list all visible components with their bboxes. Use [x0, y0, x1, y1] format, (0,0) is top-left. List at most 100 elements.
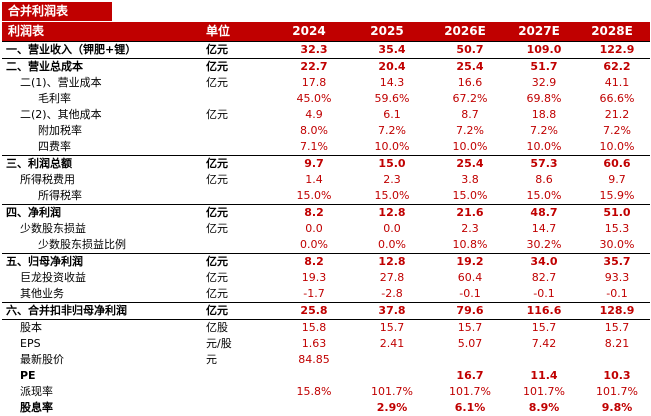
row-value: 2.3	[461, 222, 479, 235]
row-value: 21.2	[604, 108, 630, 121]
table-row: PE 16.7 11.4 10.3	[2, 368, 650, 384]
row-value: 11.4	[530, 369, 558, 382]
row-value: 30.2%	[526, 238, 562, 251]
row-value: 62.2	[574, 58, 650, 75]
row-unit: 亿元	[200, 204, 270, 221]
row-value: 59.6%	[374, 92, 410, 105]
row-value: 30.0%	[599, 238, 635, 251]
row-value: 16.7	[456, 369, 484, 382]
row-label: 五、归母净利润	[2, 253, 200, 270]
row-unit	[200, 188, 270, 205]
row-unit: 亿元	[200, 253, 270, 270]
row-value: 41.1	[604, 76, 630, 89]
row-unit: 亿元	[206, 271, 228, 284]
table-row: 二、营业总成本 亿元 22.7 20.4 25.4 51.7 62.2	[2, 58, 650, 75]
table-row: 少数股东损益 亿元 0.0 0.0 2.3 14.7 15.3	[2, 221, 650, 237]
row-value: 15.0	[348, 155, 426, 172]
table-row: 附加税率 8.0% 7.2% 7.2% 7.2% 7.2%	[2, 123, 650, 139]
row-value	[348, 352, 426, 368]
row-value: 16.6	[457, 76, 483, 89]
row-value: 37.8	[348, 302, 426, 320]
row-value: 101.7%	[371, 385, 413, 398]
row-value: 101.7%	[596, 385, 638, 398]
row-label: 附加税率	[38, 124, 82, 137]
row-value: 69.8%	[526, 92, 562, 105]
title-bar: 合并利润表	[0, 0, 651, 22]
row-value: 8.0%	[300, 124, 328, 137]
row-value: 15.0%	[452, 189, 488, 202]
row-value: 79.6	[426, 302, 504, 320]
row-value: 7.2%	[456, 124, 484, 137]
row-value: 8.7	[461, 108, 479, 121]
row-value: 17.8	[301, 76, 327, 89]
row-value: -0.1	[459, 287, 481, 300]
table-row: 其他业务 亿元 -1.7 -2.8 -0.1 -0.1 -0.1	[2, 286, 650, 303]
row-value: 8.2	[270, 253, 348, 270]
row-value: 10.0%	[452, 140, 488, 153]
row-value: 12.8	[348, 253, 426, 270]
row-value	[426, 352, 504, 368]
table-row: 少数股东损益比例 0.0% 0.0% 10.8% 30.2% 30.0%	[2, 237, 650, 254]
row-label: 派现率	[20, 385, 53, 398]
header-label: 利润表	[2, 22, 200, 42]
row-unit: 元/股	[206, 337, 232, 350]
row-value: 101.7%	[523, 385, 565, 398]
row-value: -0.1	[606, 287, 628, 300]
row-unit	[200, 139, 270, 156]
row-value: 25.4	[426, 155, 504, 172]
row-value: 15.7	[574, 319, 650, 336]
row-unit	[200, 368, 270, 384]
row-value: 32.3	[270, 41, 348, 59]
row-value: 0.0	[383, 222, 401, 235]
row-label: 二(1)、营业成本	[20, 76, 102, 89]
row-value: 15.8%	[296, 385, 332, 398]
row-value: 0.0%	[300, 238, 328, 251]
row-value: 25.4	[426, 58, 504, 75]
row-value: 14.3	[379, 76, 405, 89]
row-label: 六、合并扣非归母净利润	[2, 302, 200, 320]
row-value: 2.41	[379, 337, 405, 350]
row-label: 二、营业总成本	[2, 58, 200, 75]
row-value: 122.9	[574, 41, 650, 59]
row-value: 8.9%	[528, 401, 560, 414]
row-value: 8.2	[270, 204, 348, 221]
row-value: 67.2%	[452, 92, 488, 105]
row-value: 19.2	[426, 253, 504, 270]
row-value: 66.6%	[599, 92, 635, 105]
table-row: 二(2)、其他成本 亿元 4.9 6.1 8.7 18.8 21.2	[2, 107, 650, 123]
row-unit: 元	[206, 353, 217, 366]
row-unit: 亿元	[206, 222, 228, 235]
row-value: 15.0%	[374, 189, 410, 202]
row-unit	[200, 91, 270, 107]
table-row: 三、利润总额 亿元 9.7 15.0 25.4 57.3 60.6	[2, 155, 650, 172]
row-label: EPS	[20, 337, 41, 350]
row-label: 二(2)、其他成本	[20, 108, 102, 121]
row-value	[270, 368, 348, 384]
row-value: 15.7	[348, 319, 426, 336]
row-value: 12.8	[348, 204, 426, 221]
row-value: 6.1	[383, 108, 401, 121]
row-value: 128.9	[574, 302, 650, 320]
row-unit: 亿元	[200, 41, 270, 59]
row-label: 毛利率	[38, 92, 71, 105]
row-label: 最新股价	[20, 353, 64, 366]
row-value	[348, 368, 426, 384]
row-value: 15.3	[604, 222, 630, 235]
row-value: 15.0%	[296, 189, 332, 202]
header-year: 2024	[270, 22, 348, 42]
row-value: 51.0	[574, 204, 650, 221]
row-value: 15.0%	[526, 189, 562, 202]
row-value: 35.4	[348, 41, 426, 59]
row-value: 10.0%	[599, 140, 635, 153]
row-unit: 亿元	[200, 155, 270, 172]
row-value: 45.0%	[296, 92, 332, 105]
row-value: 0.0%	[378, 238, 406, 251]
row-unit	[200, 123, 270, 139]
row-value: 20.4	[348, 58, 426, 75]
row-value: 82.7	[531, 271, 557, 284]
row-value: 15.9%	[599, 189, 635, 202]
header-year: 2027E	[504, 22, 574, 42]
table-row: 六、合并扣非归母净利润 亿元 25.8 37.8 79.6 116.6 128.9	[2, 302, 650, 320]
row-value: 25.8	[270, 302, 348, 320]
row-value: 3.8	[461, 173, 479, 186]
